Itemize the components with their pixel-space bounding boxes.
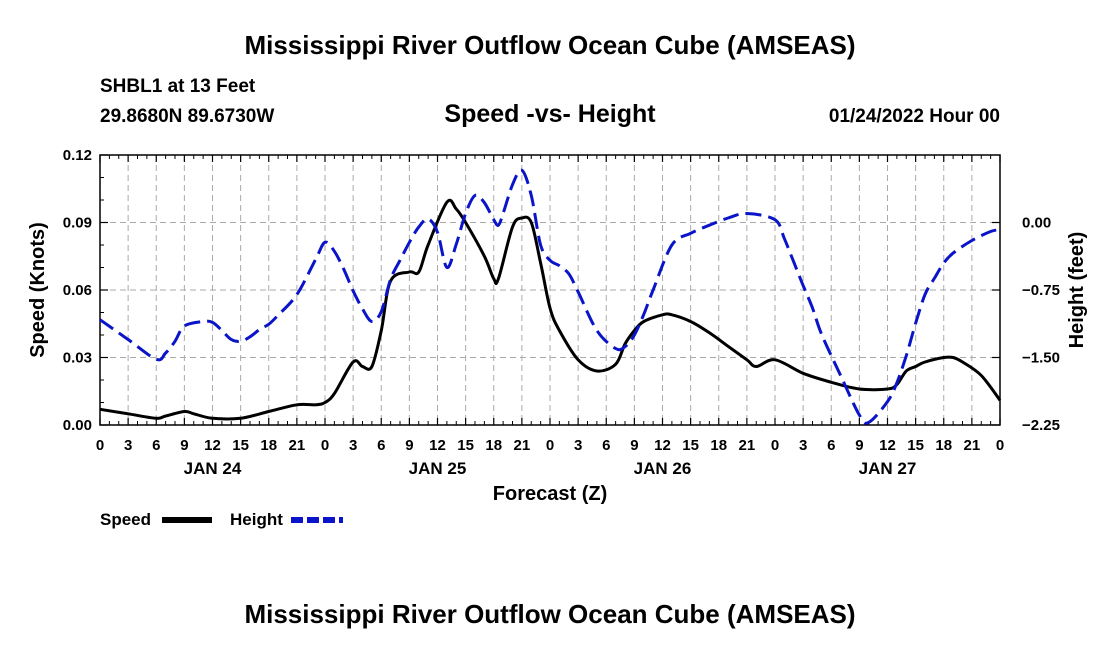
y-left-tick-label: 0.09	[63, 215, 92, 232]
x-tick-label: 3	[124, 437, 132, 454]
legend: Speed Height	[100, 510, 343, 529]
x-tick-label: 21	[514, 437, 531, 454]
y-right-tick-label: 0.00	[1022, 215, 1051, 232]
legend-height-label: Height	[230, 510, 283, 529]
series-line-speed	[99, 198, 1002, 421]
x-tick-label: 0	[996, 437, 1004, 454]
x-tick-label: 3	[799, 437, 807, 454]
x-tick-label: 12	[654, 437, 671, 454]
station-label: SHBL1 at 13 Feet	[100, 76, 256, 97]
x-tick-label: 12	[204, 437, 221, 454]
x-tick-label: 3	[349, 437, 357, 454]
x-tick-label: 9	[630, 437, 638, 454]
y-left-tick-label: 0.00	[63, 417, 92, 434]
x-tick-label: 9	[855, 437, 863, 454]
x-tick-label: 0	[96, 437, 104, 454]
x-tick-label: 15	[907, 437, 924, 454]
forecast-datetime: 01/24/2022 Hour 00	[828, 106, 1000, 127]
x-tick-label: 9	[180, 437, 188, 454]
x-tick-label: 15	[457, 437, 474, 454]
x-tick-label: 12	[879, 437, 896, 454]
x-tick-label: 12	[429, 437, 446, 454]
bottom-title: Mississippi River Outflow Ocean Cube (AM…	[244, 599, 856, 629]
x-tick-label: 15	[232, 437, 249, 454]
x-axis-label: Forecast (Z)	[493, 483, 607, 505]
y-left-tick-label: 0.12	[63, 147, 92, 164]
series-line-height	[99, 168, 1001, 425]
x-tick-label: 0	[321, 437, 329, 454]
x-tick-label: 21	[739, 437, 756, 454]
x-tick-label: 18	[260, 437, 277, 454]
y-right-tick-label: −2.25	[1022, 417, 1060, 434]
x-tick-label: 6	[377, 437, 385, 454]
grid-lines	[100, 155, 1000, 425]
x-tick-label: 9	[405, 437, 413, 454]
day-label: JAN 27	[859, 459, 917, 478]
x-tick-label: 6	[827, 437, 835, 454]
x-tick-label: 3	[574, 437, 582, 454]
chart-title: Speed -vs- Height	[444, 100, 656, 128]
x-tick-label: 15	[682, 437, 699, 454]
legend-speed-label: Speed	[100, 510, 151, 529]
y-right-tick-label: −1.50	[1022, 350, 1060, 367]
location-coordinates: 29.8680N 89.6730W	[100, 106, 275, 127]
page-title: Mississippi River Outflow Ocean Cube (AM…	[244, 30, 856, 60]
x-tick-label: 6	[152, 437, 160, 454]
y-axis-label-right: Height (feet)	[1066, 232, 1088, 349]
x-tick-label: 0	[546, 437, 554, 454]
day-label: JAN 24	[184, 459, 242, 478]
x-tick-label: 21	[289, 437, 306, 454]
series-lines	[99, 168, 1002, 425]
y-left-tick-label: 0.03	[63, 350, 92, 367]
x-tick-label: 21	[964, 437, 981, 454]
day-label: JAN 25	[409, 459, 467, 478]
y-left-tick-label: 0.06	[63, 282, 92, 299]
x-tick-label: 6	[602, 437, 610, 454]
x-tick-label: 18	[935, 437, 952, 454]
x-tick-label: 0	[771, 437, 779, 454]
day-label: JAN 26	[634, 459, 692, 478]
y-axis-label-left: Speed (Knots)	[27, 222, 49, 358]
y-right-tick-label: −0.75	[1022, 282, 1060, 299]
x-tick-label: 18	[710, 437, 727, 454]
tick-labels: 0 3 6 9 12 15 18 21 0 3 6 9 12 15 18 21 0 3 6 9 12 15 18 21 0 3 6 9…	[63, 147, 1060, 478]
x-tick-label: 18	[485, 437, 502, 454]
axis-ticks	[99, 154, 1001, 426]
